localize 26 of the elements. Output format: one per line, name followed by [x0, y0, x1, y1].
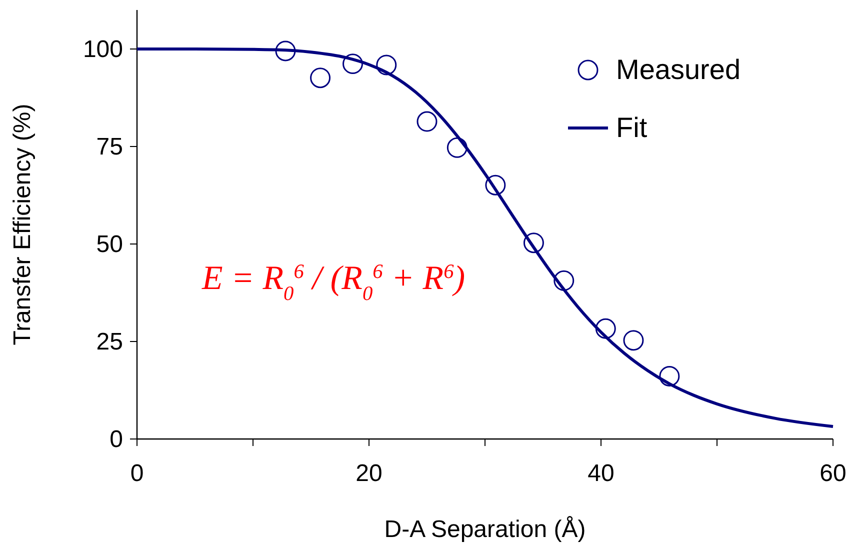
point: [342, 54, 363, 74]
x-tick-label: 60: [820, 460, 846, 487]
legend-label: Fit: [616, 112, 648, 143]
x-tick-label: 0: [130, 460, 144, 487]
y-tick-label: 0: [110, 426, 123, 453]
x-axis-title: D-A Separation (Å): [384, 516, 586, 543]
point: [275, 40, 296, 62]
y-tick-label: 50: [96, 231, 123, 258]
point: [595, 318, 616, 339]
y-tick-label: 25: [96, 328, 123, 356]
point: [310, 68, 331, 88]
point: [659, 366, 680, 386]
point: [485, 174, 506, 196]
y-axis-title: Transfer Efficiency (%): [9, 104, 36, 346]
point: [523, 232, 544, 254]
x-tick-label: 40: [588, 460, 614, 487]
x-tick-label: 20: [356, 460, 382, 487]
point: [554, 270, 574, 291]
y-tick-label: 100: [82, 36, 123, 63]
point: [376, 54, 397, 76]
y-tick-label: 75: [96, 134, 123, 160]
point: [446, 137, 468, 158]
text: E = R$_{0}$$^{6}$ / (R$_{0}$$^{6}$ + R$^{6}$): [202, 260, 466, 305]
legend-label: Measured: [616, 54, 741, 85]
point: [623, 330, 644, 351]
point: [416, 111, 438, 132]
